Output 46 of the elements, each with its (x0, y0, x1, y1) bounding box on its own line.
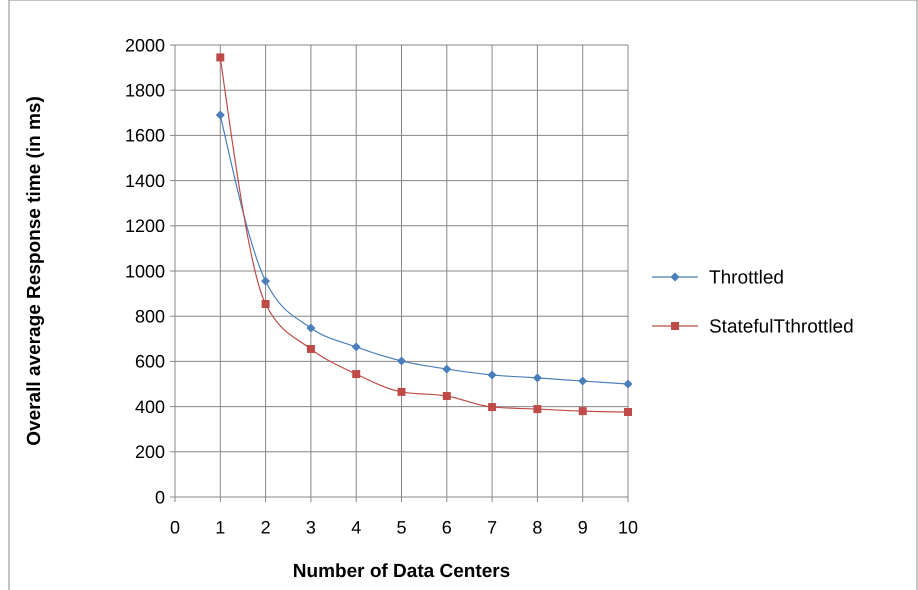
x-tick-label: 8 (532, 517, 542, 538)
y-tick-label: 2000 (124, 35, 165, 56)
point (624, 408, 632, 416)
legend-label: Throttled (709, 268, 784, 289)
y-tick-label: 200 (134, 442, 165, 462)
point (442, 392, 451, 400)
y-tick-label: 1600 (124, 126, 165, 146)
x-axis-title: Number of Data Centers (292, 561, 510, 582)
y-tick-label: 1400 (124, 170, 165, 191)
point (578, 376, 588, 386)
x-tick-label: 1 (215, 517, 226, 538)
point (262, 300, 270, 308)
point (624, 380, 632, 388)
x-tick-label: 10 (618, 517, 638, 538)
point (578, 407, 587, 416)
point (488, 370, 497, 380)
y-tick-label: 1200 (124, 216, 165, 236)
x-tick-label: 0 (170, 517, 180, 538)
y-tick-label: 0 (154, 487, 165, 508)
point (533, 405, 542, 414)
x-tick-label: 2 (260, 517, 271, 538)
point (397, 356, 406, 366)
x-tick-label: 4 (351, 517, 362, 538)
x-tick-label: 3 (306, 517, 316, 538)
y-tick-label: 800 (134, 306, 165, 326)
point (352, 370, 360, 378)
point (306, 344, 315, 353)
x-tick-label: 5 (396, 517, 407, 538)
point (488, 403, 496, 412)
point (306, 323, 316, 332)
x-tick-label: 6 (442, 517, 452, 538)
point (398, 388, 406, 396)
point (352, 342, 361, 352)
point (532, 373, 542, 382)
y-tick-label: 1800 (124, 80, 165, 100)
point (216, 110, 225, 120)
legend-label: StatefulTthrottled (709, 316, 854, 338)
x-tick-label: 7 (487, 517, 498, 538)
y-tick-label: 400 (134, 396, 165, 417)
y-tick-label: 600 (134, 352, 165, 372)
x-tick-label: 9 (578, 517, 588, 538)
y-tick-label: 1000 (124, 261, 165, 282)
point (261, 276, 270, 286)
y-axis-title: Overall average Response time (in ms) (24, 96, 45, 446)
point (216, 53, 224, 62)
point (442, 364, 452, 374)
